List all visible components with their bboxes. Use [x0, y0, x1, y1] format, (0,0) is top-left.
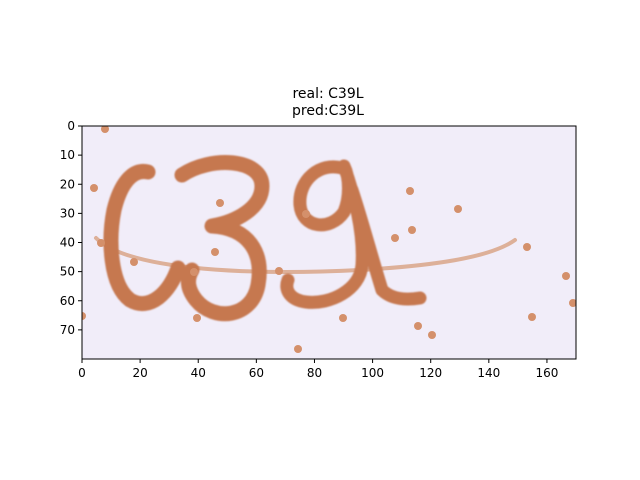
x-tick-label: 100 [361, 366, 384, 380]
x-tick-label: 40 [191, 366, 206, 380]
x-tick-label: 80 [307, 366, 322, 380]
captcha-content [82, 126, 576, 353]
y-tick-label: 20 [60, 177, 75, 191]
title-pred: pred:C39L [292, 103, 364, 119]
x-tick-label: 120 [419, 366, 442, 380]
y-tick-label: 60 [60, 294, 75, 308]
y-tick-label: 50 [60, 265, 75, 279]
y-tick-label: 30 [60, 206, 75, 220]
y-tick-label: 10 [60, 148, 75, 162]
char-C [103, 163, 186, 312]
strike-line [94, 236, 517, 274]
noise-dots [82, 126, 576, 353]
x-tick-label: 60 [249, 366, 264, 380]
x-tick-label: 20 [132, 366, 147, 380]
y-tick-label: 0 [67, 119, 75, 133]
char-9 [280, 159, 369, 309]
char-L [345, 183, 427, 306]
y-axis: 0 10 20 30 40 50 60 70 [60, 119, 82, 337]
x-tick-label: 0 [78, 366, 86, 380]
y-tick-label: 40 [60, 236, 75, 250]
x-tick-label: 160 [535, 366, 558, 380]
x-tick-label: 140 [477, 366, 500, 380]
char-3 [174, 155, 270, 322]
x-axis: 0 20 40 60 80 100 120 140 160 [78, 359, 558, 380]
title-real: real: C39L [292, 86, 364, 102]
y-tick-label: 70 [60, 323, 75, 337]
